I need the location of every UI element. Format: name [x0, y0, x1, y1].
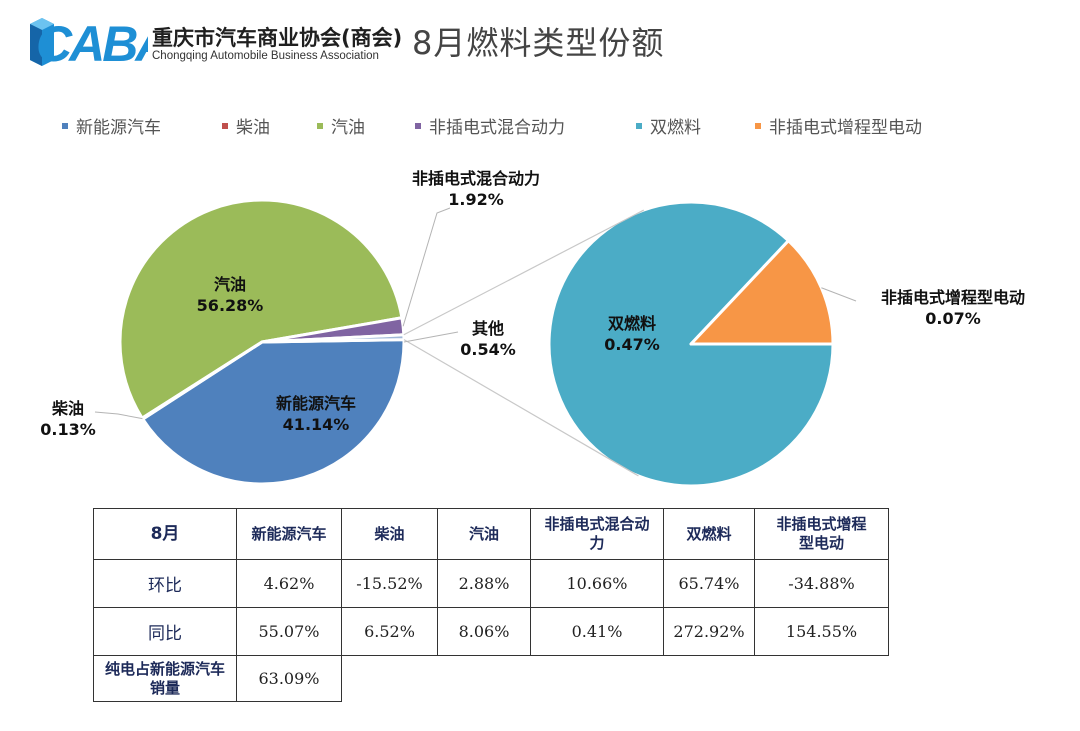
pie-slice [118, 198, 404, 420]
legend-swatch [222, 123, 228, 129]
connector-line [403, 339, 639, 477]
note-value: 63.09% [236, 655, 342, 702]
legend-label: 非插电式混合动力 [429, 118, 565, 138]
leader-line [821, 287, 857, 302]
data-label-other-line: 0.54% [460, 340, 516, 359]
header: CABA 重庆市汽车商业协会(商会) Chongqing Automobile … [0, 0, 1080, 80]
table-header-text: 非插电式混合动力 [544, 515, 650, 552]
legend-label: 双燃料 [650, 118, 701, 138]
table-cell: 10.66% [530, 559, 664, 608]
data-label-phev-line: 非插电式混合动力 [412, 169, 540, 188]
table-header-cell: 双燃料 [663, 508, 755, 560]
legend-swatch [755, 123, 761, 129]
page-title: 8月燃料类型份额 [412, 24, 665, 62]
data-label-phev: 非插电式混合动力 1.92% [412, 169, 540, 209]
legend-label: 柴油 [236, 118, 270, 138]
data-label-gasoline: 汽油 56.28% [197, 275, 264, 315]
data-label-nev-line: 41.14% [283, 415, 350, 434]
table-header-cell: 汽油 [437, 508, 531, 560]
table-cell: -15.52% [341, 559, 438, 608]
data-label-diesel-line: 柴油 [51, 399, 84, 418]
caba-logo: CABA [30, 16, 148, 70]
note-label-text: 纯电占新能源汽车销量 [104, 659, 225, 697]
leader-line [402, 207, 451, 327]
legend-swatch [317, 123, 323, 129]
empty-cell [342, 656, 889, 702]
table-cell: -34.88% [754, 559, 889, 608]
table-header-row: 8月 新能源汽车 柴油 汽油 非插电式混合动力 双燃料 非插电式增程型电动 [93, 508, 889, 560]
data-label-erev: 非插电式增程型电动 0.07% [881, 288, 1025, 328]
table-header-cell: 非插电式增程型电动 [754, 508, 889, 560]
data-label-diesel-line: 0.13% [40, 420, 96, 439]
table-header-text: 非插电式增程型电动 [776, 515, 867, 552]
data-label-dual-fuel: 双燃料 0.47% [604, 314, 660, 354]
legend-swatch [636, 123, 642, 129]
data-label-phev-line: 1.92% [448, 190, 504, 209]
leader-line [94, 411, 143, 420]
table-header-cell: 8月 [93, 508, 237, 560]
table-header-cell: 非插电式混合动力 [530, 508, 664, 560]
leader-line [403, 331, 459, 343]
legend-swatch [415, 123, 421, 129]
table-cell: 8.06% [437, 607, 531, 656]
data-label-diesel: 柴油 0.13% [40, 399, 96, 439]
data-label-nev: 新能源汽车 41.14% [276, 394, 356, 434]
table-header-cell: 柴油 [341, 508, 438, 560]
data-label-dual-fuel-line: 双燃料 [608, 314, 656, 333]
table-cell: 2.88% [437, 559, 531, 608]
legend-swatch [62, 123, 68, 129]
table-cell: 4.62% [236, 559, 342, 608]
row-label-mom: 环比 [93, 559, 237, 608]
pie-slice [547, 200, 835, 488]
data-label-dual-fuel-line: 0.47% [604, 335, 660, 354]
table-cell: 0.41% [530, 607, 664, 656]
org-name: 重庆市汽车商业协会(商会) [152, 26, 403, 50]
data-label-erev-line: 0.07% [925, 309, 981, 328]
table-header-cell: 新能源汽车 [236, 508, 342, 560]
pie-slice [141, 338, 406, 486]
data-label-erev-line: 非插电式增程型电动 [881, 288, 1025, 307]
logo-text: CABA [36, 16, 148, 70]
org-name-en: Chongqing Automobile Business Associatio… [152, 50, 379, 62]
data-label-nev-line: 新能源汽车 [276, 394, 356, 413]
row-label-yoy: 同比 [93, 607, 237, 656]
legend-label: 新能源汽车 [76, 118, 161, 138]
table-row: 同比 55.07% 6.52% 8.06% 0.41% 272.92% 154.… [93, 607, 889, 656]
data-label-gasoline-line: 汽油 [214, 275, 246, 294]
data-table: 8月 新能源汽车 柴油 汽油 非插电式混合动力 双燃料 非插电式增程型电动 环比… [93, 508, 889, 702]
table-note-row: 纯电占新能源汽车销量 63.09% [93, 655, 889, 702]
data-label-other: 其他 0.54% [460, 319, 516, 359]
data-label-gasoline-line: 56.28% [197, 296, 264, 315]
table-cell: 272.92% [663, 607, 755, 656]
connector-line [403, 209, 645, 336]
table-cell: 154.55% [754, 607, 889, 656]
table-cell: 65.74% [663, 559, 755, 608]
table-row: 环比 4.62% -15.52% 2.88% 10.66% 65.74% -34… [93, 559, 889, 608]
legend-label: 非插电式增程型电动 [769, 118, 922, 138]
legend-label: 汽油 [331, 118, 365, 138]
table-cell: 55.07% [236, 607, 342, 656]
table-cell: 6.52% [341, 607, 438, 656]
note-label: 纯电占新能源汽车销量 [93, 655, 237, 702]
data-label-other-line: 其他 [472, 319, 504, 338]
